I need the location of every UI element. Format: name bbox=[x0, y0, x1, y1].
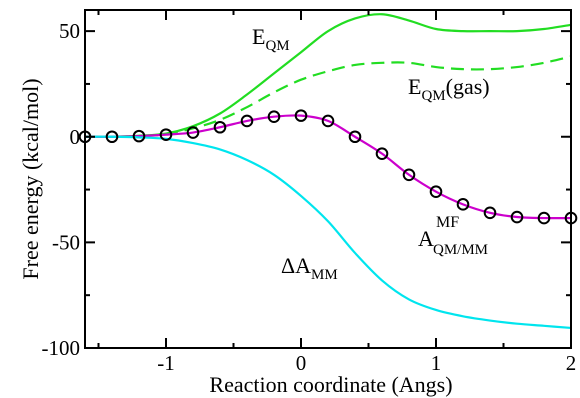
data-point-marker bbox=[186, 126, 200, 139]
data-point-marker bbox=[267, 110, 281, 123]
y-tick-label: 0 bbox=[70, 125, 81, 149]
series-line-a-qmmm-mf bbox=[84, 114, 572, 220]
data-point-marker bbox=[375, 147, 389, 160]
data-point-marker bbox=[537, 211, 551, 225]
data-point-marker bbox=[348, 130, 362, 144]
series-line-delta-a-mm bbox=[84, 135, 572, 330]
x-axis-title: Reaction coordinate (Angs) bbox=[209, 372, 452, 397]
data-point-marker bbox=[483, 206, 497, 220]
annotation-e-qm: EQM bbox=[252, 24, 290, 54]
x-tick-label: 2 bbox=[566, 351, 577, 375]
markers-layer bbox=[78, 109, 578, 225]
annotation-e-qm-sub: QM bbox=[265, 38, 289, 54]
annotation-e-qm-gas-suffix: (gas) bbox=[446, 74, 490, 99]
x-tick-label: 0 bbox=[296, 351, 307, 375]
annotation-e-qm-gas-main: E bbox=[408, 74, 421, 99]
data-point-marker bbox=[294, 109, 308, 122]
y-tick-label: -100 bbox=[42, 336, 81, 360]
annotation-a-qmmm-sup: MF bbox=[436, 214, 459, 231]
curves-layer bbox=[84, 13, 572, 330]
annotation-delta-a-mm: ΔAMM bbox=[281, 253, 338, 283]
data-point-marker bbox=[213, 120, 227, 134]
data-point-marker bbox=[105, 130, 119, 144]
y-axis-title: Free energy (kcal/mol) bbox=[18, 78, 43, 279]
tick-labels: -1 0 1 2 -100 -50 0 50 bbox=[42, 19, 577, 375]
data-point-marker bbox=[510, 210, 524, 224]
x-tick-label: -1 bbox=[157, 351, 175, 375]
annotation-e-qm-gas-sub: QM bbox=[421, 88, 445, 104]
data-point-marker bbox=[240, 114, 254, 128]
annotation-a-qmmm-main: A bbox=[418, 226, 434, 251]
annotation-delta-a-mm-main: ΔA bbox=[281, 253, 311, 278]
data-point-marker bbox=[429, 185, 443, 198]
data-point-marker bbox=[132, 129, 146, 143]
annotation-e-qm-gas: EQM(gas) bbox=[408, 74, 490, 104]
data-point-marker bbox=[456, 198, 470, 211]
data-point-marker bbox=[321, 114, 335, 128]
y-tick-label: -50 bbox=[52, 230, 80, 254]
y-tick-label: 50 bbox=[59, 19, 80, 43]
data-point-marker bbox=[402, 168, 416, 182]
tick-marks bbox=[85, 10, 572, 349]
annotation-e-qm-main: E bbox=[252, 24, 265, 49]
series-line-e-qm-gas bbox=[84, 55, 572, 138]
plot-frame bbox=[84, 9, 572, 349]
data-point-marker bbox=[159, 128, 173, 141]
series-line-e-qm bbox=[84, 13, 572, 138]
annotation-delta-a-mm-sub: MM bbox=[311, 267, 338, 283]
x-tick-label: 1 bbox=[431, 351, 442, 375]
annotation-a-qmmm: A bbox=[418, 226, 434, 251]
annotation-a-qmmm-sub: QM/MM bbox=[433, 242, 488, 258]
